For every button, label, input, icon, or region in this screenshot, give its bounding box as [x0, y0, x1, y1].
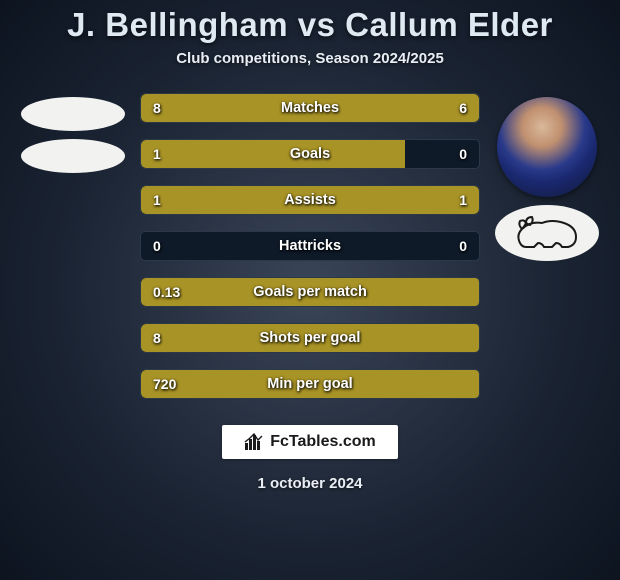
stat-value-right: 6 — [447, 100, 479, 116]
stat-label: Min per goal — [267, 376, 352, 392]
brand-text: FcTables.com — [270, 433, 376, 451]
stat-label: Hattricks — [279, 238, 341, 254]
player-left-photo-placeholder — [21, 97, 125, 131]
stat-bar: 0.13 Goals per match — [140, 277, 480, 307]
stat-bar: 1 Goals 0 — [140, 139, 480, 169]
stat-value-left: 1 — [141, 146, 173, 162]
club-right-logo — [495, 205, 599, 261]
stat-label: Matches — [281, 100, 339, 116]
stat-value-right: 1 — [447, 192, 479, 208]
stat-value-right: 0 — [447, 238, 479, 254]
stat-value-left: 8 — [141, 330, 173, 346]
stat-value-left: 0.13 — [141, 284, 192, 300]
stat-bars: 8 Matches 6 1 Goals 0 1 Assists 1 0 Hattricks 0 0.13… — [140, 93, 480, 399]
stat-value-right: 0 — [447, 146, 479, 162]
date-text: 1 october 2024 — [257, 475, 362, 492]
player-left-column — [18, 93, 128, 173]
stat-value-left: 720 — [141, 376, 188, 392]
comparison-row: 8 Matches 6 1 Goals 0 1 Assists 1 0 Hattricks 0 0.13… — [0, 93, 620, 399]
club-left-logo-placeholder — [21, 139, 125, 173]
stat-bar: 8 Matches 6 — [140, 93, 480, 123]
stat-value-left: 8 — [141, 100, 173, 116]
player-right-photo — [497, 97, 597, 197]
stat-label: Goals per match — [253, 284, 367, 300]
stat-label: Shots per goal — [260, 330, 361, 346]
page-title: J. Bellingham vs Callum Elder — [67, 6, 553, 44]
ram-icon — [512, 213, 582, 253]
stat-bar: 720 Min per goal — [140, 369, 480, 399]
stat-bar: 1 Assists 1 — [140, 185, 480, 215]
stat-value-left: 0 — [141, 238, 173, 254]
player-right-column — [492, 93, 602, 261]
stat-value-left: 1 — [141, 192, 173, 208]
stat-label: Assists — [284, 192, 336, 208]
footer: FcTables.com 1 october 2024 — [222, 425, 398, 492]
bars-icon — [244, 433, 264, 451]
stat-bar: 8 Shots per goal — [140, 323, 480, 353]
brand-badge: FcTables.com — [222, 425, 398, 459]
stat-bar: 0 Hattricks 0 — [140, 231, 480, 261]
bar-fill-left — [141, 140, 405, 168]
subtitle: Club competitions, Season 2024/2025 — [176, 50, 444, 67]
stat-label: Goals — [290, 146, 330, 162]
